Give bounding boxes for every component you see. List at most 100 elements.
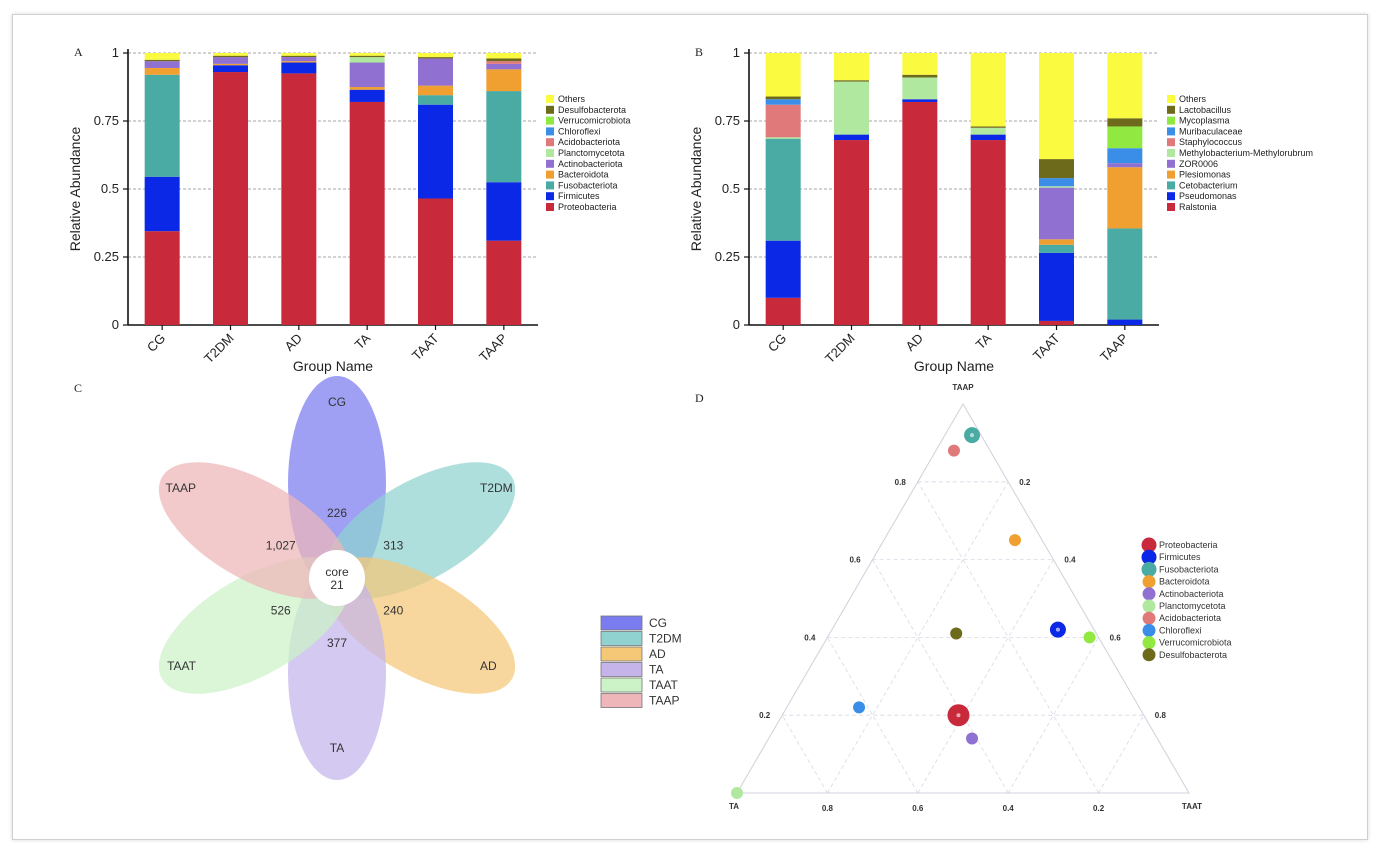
ternary-frame — [736, 403, 1190, 794]
bar-segment — [834, 81, 869, 135]
panel-label-d: D — [695, 391, 704, 405]
legend-swatch — [1167, 170, 1175, 179]
ternary-tick-label: 0.8 — [895, 478, 907, 487]
venn-petal-value: 313 — [383, 539, 403, 553]
bar-segment — [1107, 53, 1143, 119]
bar-segment — [349, 101, 385, 326]
bar-segment — [1107, 319, 1143, 325]
bar-segment — [349, 55, 385, 58]
legend-label: Others — [1179, 94, 1207, 104]
ternary-gridline — [781, 714, 828, 794]
y-tick-label: 0.5 — [722, 181, 740, 196]
bar-segment — [349, 62, 385, 87]
bar-segment — [144, 53, 180, 60]
bar-segment — [1039, 186, 1074, 188]
bar-segment — [1039, 244, 1074, 253]
ternary-gridline — [827, 481, 1009, 794]
venn-core — [309, 550, 365, 606]
y-tick-label: 0.25 — [94, 249, 119, 264]
bar-segment — [1107, 228, 1143, 320]
bar-segment — [765, 99, 801, 105]
bar-segment — [281, 61, 317, 63]
bar-segment — [144, 231, 180, 325]
bar-segment — [144, 74, 180, 177]
ternary-plot: 0.2 0.2 0.2 0.4 0.4 0.4 0.6 0.6 0.6 0.8 0.8 0.8 TAAP… — [729, 383, 1232, 813]
bar-segment — [486, 69, 522, 92]
venn-petal-label: TAAT — [167, 659, 197, 673]
legend-swatch — [546, 159, 554, 168]
ternary-legend-dot — [1141, 537, 1157, 553]
y-axis-label: Relative Abundance — [688, 127, 704, 252]
bar-segment — [213, 55, 248, 58]
ternary-legend-dot — [1142, 648, 1156, 662]
bar-segment — [418, 95, 453, 105]
ternary-gridline — [917, 481, 1099, 794]
legend-swatch — [546, 149, 554, 157]
y-tick-label: 0 — [733, 317, 740, 332]
ternary-point — [950, 627, 963, 640]
bar-segment — [418, 198, 453, 325]
legend-swatch — [546, 95, 554, 103]
bar-segment — [281, 53, 317, 56]
x-tick-label: CG — [765, 331, 789, 355]
legend-swatch — [546, 203, 554, 211]
bar-segment — [970, 53, 1006, 127]
ternary-legend-dot — [1142, 575, 1156, 589]
ternary-point — [966, 732, 979, 745]
ternary-vertex-label: TAAP — [952, 383, 974, 392]
ternary-legend-label: Desulfobacterota — [1159, 650, 1227, 660]
ternary-legend-dot — [1142, 599, 1156, 613]
legend-label: Plesiomonas — [1179, 170, 1231, 180]
venn-petal-label: AD — [480, 659, 497, 673]
legend-swatch — [1167, 138, 1175, 147]
y-tick-label: 0 — [112, 317, 119, 332]
venn-legend-swatch — [600, 693, 643, 708]
venn-legend-label: TAAP — [649, 694, 679, 708]
legend-label: Firmicutes — [558, 191, 600, 201]
ternary-gridline — [1098, 714, 1145, 794]
x-tick-label: T2DM — [201, 331, 237, 367]
ternary-tick-label: 0.4 — [1003, 804, 1015, 813]
venn-core-label: core — [325, 565, 349, 579]
bar-segment — [213, 57, 248, 64]
ternary-point — [947, 444, 960, 457]
y-tick-label: 0.5 — [101, 181, 119, 196]
legend-label: Methylobacterium-Methylorubrum — [1179, 148, 1313, 158]
legend-swatch — [1167, 116, 1175, 125]
y-tick-label: 0.75 — [94, 113, 119, 128]
bar-segment — [902, 101, 938, 326]
legend-swatch — [546, 127, 554, 136]
bar-segment — [902, 53, 938, 75]
bar-segment — [349, 57, 385, 63]
bar-segment — [486, 182, 522, 241]
venn-petal — [158, 462, 351, 599]
ternary-legend-label: Actinobacteriota — [1159, 589, 1224, 599]
legend-label: ZOR0006 — [1179, 159, 1218, 169]
legend-swatch — [1167, 192, 1175, 201]
venn-legend-label: TAAT — [649, 678, 679, 692]
ternary-legend-dot — [1142, 636, 1156, 650]
x-tick-label: TAAT — [409, 330, 442, 363]
legend-label: Bacteroidota — [558, 170, 609, 180]
legend-swatch — [1167, 127, 1175, 136]
bar-segment — [486, 91, 522, 183]
bar-segment — [1039, 187, 1074, 240]
legend-label: Planctomycetota — [558, 148, 625, 158]
ternary-legend-label: Acidobacteriota — [1159, 613, 1221, 623]
bar-segment — [970, 140, 1006, 325]
panel-label-b: B — [695, 45, 703, 59]
venn-legend-label: CG — [649, 616, 667, 630]
legend-swatch — [546, 105, 554, 114]
ternary-legend-label: Bacteroidota — [1159, 577, 1210, 587]
legend-swatch — [546, 181, 554, 190]
bar-segment — [281, 62, 317, 74]
stacked-bar-chart-b: 0 0.25 0.5 0.75 1 CG T2DM AD TA TAAT TAAP Group Nam… — [688, 45, 1313, 374]
ternary-tick-label: 0.8 — [1155, 711, 1167, 720]
legend-swatch — [546, 170, 554, 179]
bar-segment — [486, 61, 522, 64]
bar-segment — [486, 58, 522, 62]
ternary-gridline — [917, 559, 1054, 794]
x-tick-label: TAAP — [476, 331, 510, 365]
ternary-tick-label: 0.6 — [1110, 633, 1122, 642]
